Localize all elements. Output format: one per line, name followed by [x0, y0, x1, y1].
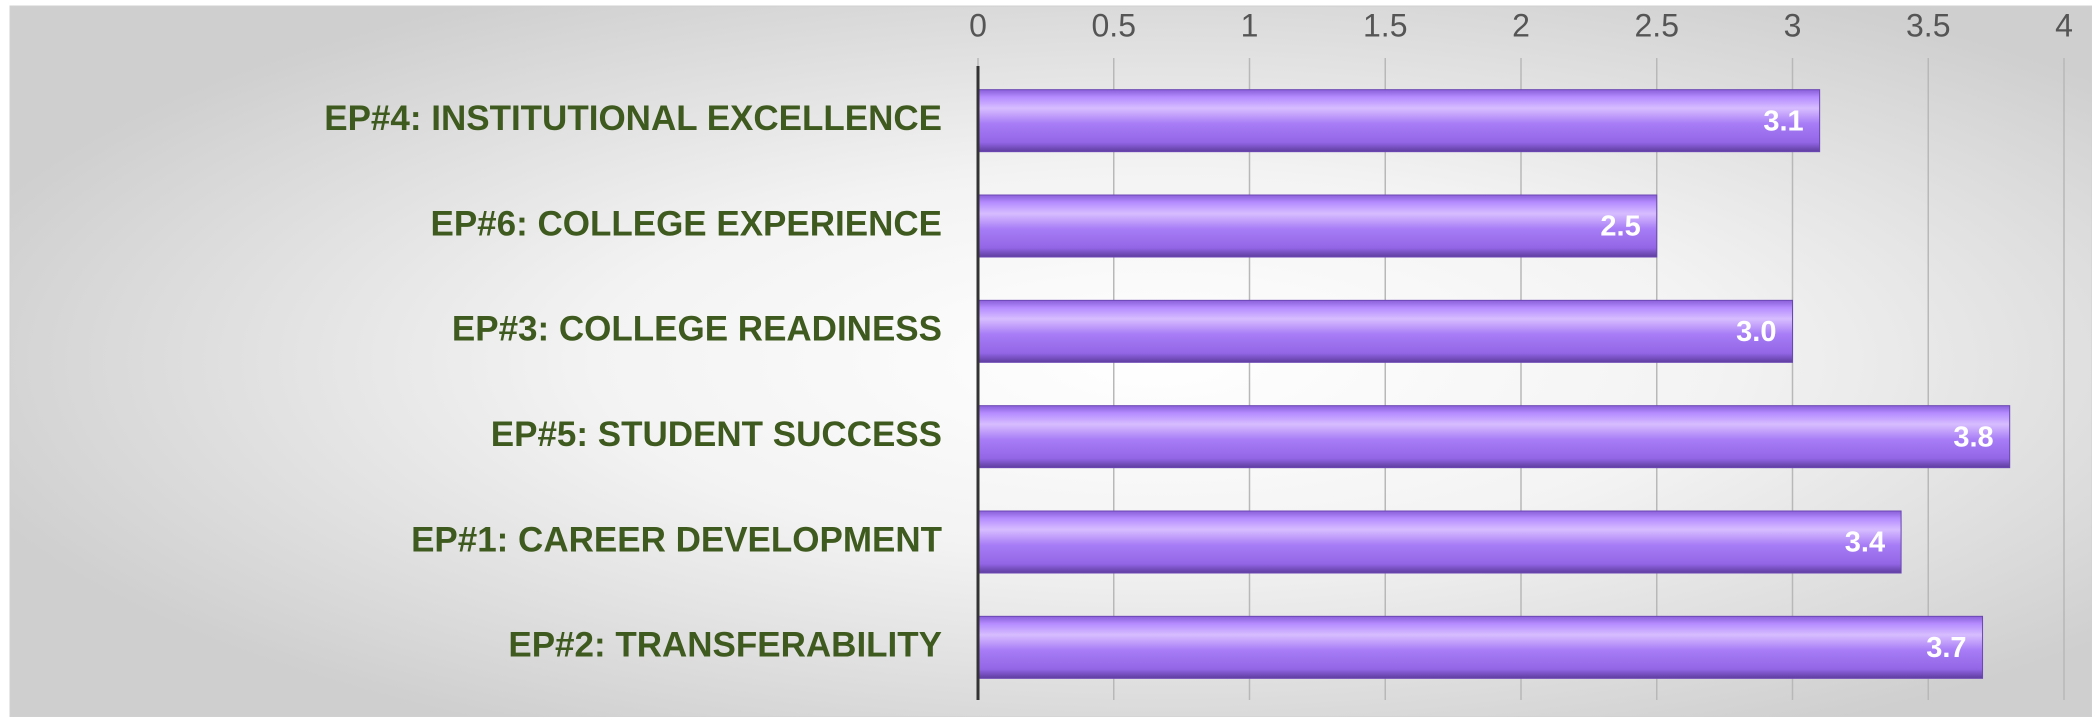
category-label: EP#5: STUDENT SUCCESS [491, 415, 942, 454]
x-tick-label: 4 [2055, 7, 2073, 43]
bar [977, 89, 1821, 153]
x-tick-label: 3 [1784, 7, 1802, 43]
x-tick-label: 0.5 [1092, 7, 1136, 43]
x-tick-label: 1 [1241, 7, 1259, 43]
category-label: EP#1: CAREER DEVELOPMENT [411, 520, 942, 559]
data-label: 3.0 [1736, 316, 1776, 348]
x-tick-label: 2 [1512, 7, 1530, 43]
bar [977, 299, 1793, 363]
bar [977, 405, 2011, 469]
data-label: 3.8 [1953, 421, 1993, 453]
data-label: 3.1 [1763, 105, 1803, 137]
x-tick-label: 1.5 [1363, 7, 1407, 43]
data-label: 2.5 [1600, 211, 1640, 243]
category-label: EP#6: COLLEGE EXPERIENCE [430, 204, 942, 243]
category-label: EP#4: INSTITUTIONAL EXCELLENCE [324, 99, 942, 138]
bar [977, 194, 1658, 258]
data-label: 3.7 [1926, 632, 1966, 664]
category-label: EP#3: COLLEGE READINESS [452, 310, 942, 349]
bar [977, 510, 1902, 574]
data-label: 3.4 [1845, 527, 1885, 559]
x-tick-label: 3.5 [1906, 7, 1950, 43]
x-tick-label: 0 [969, 7, 987, 43]
bar [977, 615, 1984, 679]
category-label: EP#2: TRANSFERABILITY [508, 626, 942, 665]
x-tick-label: 2.5 [1635, 7, 1679, 43]
